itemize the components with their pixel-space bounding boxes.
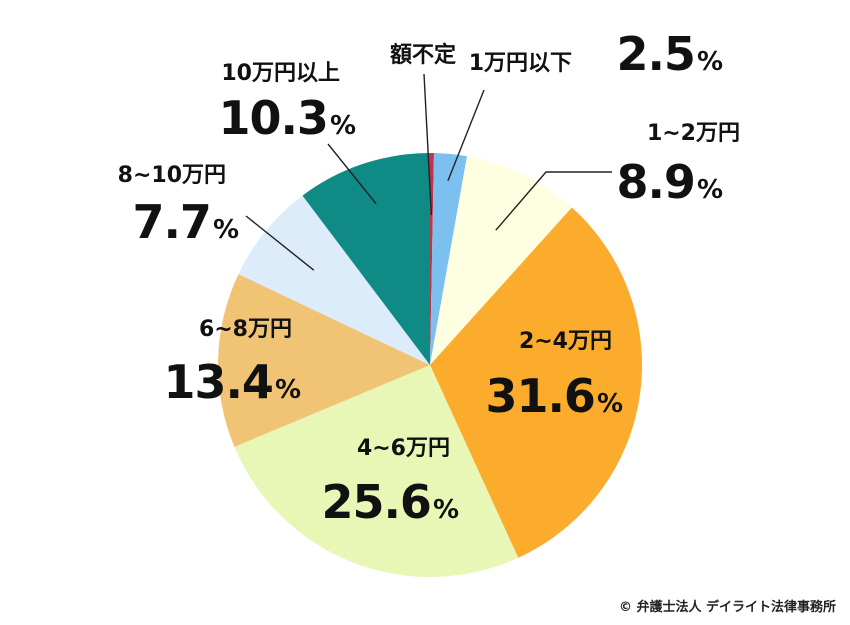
leader-lines: [245, 73, 612, 271]
copyright-credit: © 弁護士法人 デイライト法律事務所: [618, 600, 836, 615]
pie-slice-1: [430, 153, 467, 365]
pie-slice-5: [217, 274, 430, 447]
leader-line-2: [495, 171, 612, 231]
leader-line-1: [447, 89, 485, 182]
slice-label-7: 10万円以上: [221, 61, 340, 86]
pie-slice-6: [238, 195, 430, 365]
leader-line-6: [245, 215, 315, 271]
slice-value-3: 31.6%: [485, 369, 623, 423]
slice-value-2: 8.9%: [616, 155, 723, 209]
leader-line-0: [423, 73, 433, 216]
slice-label-4: 4~6万円: [357, 436, 450, 461]
leader-line-7: [327, 143, 377, 205]
pie-slice-2: [430, 156, 572, 365]
slice-value-6: 7.7%: [132, 195, 239, 249]
pie-slice-7: [302, 153, 430, 365]
slice-value-1: 2.5%: [616, 27, 723, 81]
pie-slices: [217, 153, 643, 578]
slice-label-3: 2~4万円: [519, 329, 612, 354]
slice-label-1: 1万円以下: [469, 51, 572, 76]
slice-label-0: 額不定: [390, 42, 456, 68]
slice-value-7: 10.3%: [218, 91, 356, 145]
slice-label-5: 6~8万円: [199, 317, 292, 342]
slice-label-2: 1~2万円: [647, 121, 740, 146]
slice-label-6: 8~10万円: [118, 163, 226, 188]
pie-slice-3: [430, 207, 643, 558]
pie-slice-4: [234, 365, 519, 578]
